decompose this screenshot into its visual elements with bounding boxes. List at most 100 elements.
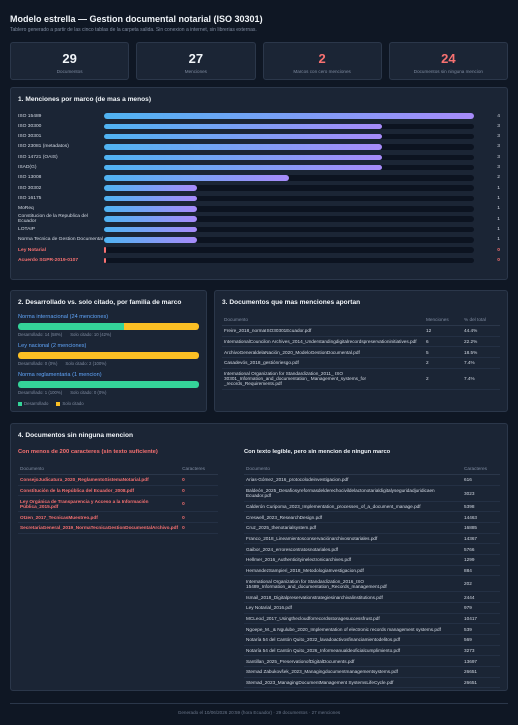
top-docs-panel: 3. Documentos que mas menciones aportan … xyxy=(214,290,508,412)
table-cell: Constitución de la República del Ecuador… xyxy=(18,485,181,497)
table-cell: SecretariaGeneral_2019_NormaTecnicaGesti… xyxy=(18,522,181,534)
stacked-bar xyxy=(18,381,199,388)
bar-row: ISO 14721 (OAIS) 3 xyxy=(18,152,500,162)
bar xyxy=(104,195,197,202)
bar xyxy=(104,133,382,140)
bar-row: ISO 15489 4 xyxy=(18,111,500,121)
bar-row: MoReq 1 xyxy=(18,204,500,214)
stacked-bar xyxy=(18,352,199,359)
table-row: Calderón Curipoma_2023_Implementation_pr… xyxy=(244,501,500,513)
bar-label: LOTAIP xyxy=(18,226,36,232)
table-cell: 5398 xyxy=(462,501,500,513)
family-name: Ley nacional (2 menciones) xyxy=(18,343,87,349)
table-cell: 6 xyxy=(424,336,462,348)
footer: Generado el 10/06/2026 20:59 (hora Ecuad… xyxy=(177,710,341,715)
stacked-bar xyxy=(18,323,199,330)
subtitle: Tablero generado a partir de las cinco t… xyxy=(10,27,257,33)
legend-item: Desarrollado xyxy=(18,401,48,406)
table-row: ConsejoJudicatura_2020_ReglamentoSistema… xyxy=(18,474,218,486)
table-cell: 14367 xyxy=(462,533,500,545)
readable-column: Con texto legible, pero sin mencion de n… xyxy=(244,447,500,689)
table-cell: Franco_2018_Lineamientosconservaciónarch… xyxy=(244,533,462,545)
table-row: Creswell_2023_ResearchDesign.pdf 14463 xyxy=(244,511,500,523)
bar-track xyxy=(104,185,474,191)
table-cell: ArchivoGeneraldelaNación_2020_ModeloGest… xyxy=(222,346,424,359)
bar-label: ISO 30300 xyxy=(18,123,42,129)
kpi-row: 29 Documentos 27 Menciones 2 Marcos con cero … xyxy=(10,42,508,80)
bar-row: ISO 13008 2 xyxy=(18,173,500,183)
table-row: SecretariaGeneral_2019_NormaTecnicaGesti… xyxy=(18,522,218,534)
bar-value: 1 xyxy=(497,206,500,212)
bar-value: 1 xyxy=(497,195,500,201)
bar-row: ISO 30302 1 xyxy=(18,183,500,193)
bar-track xyxy=(104,144,474,150)
table-row: Gaibor_2024_errorescontratosnotariales.p… xyxy=(244,543,500,555)
cited-label: Solo citado: 2 (100%) xyxy=(65,361,107,366)
table-cell: 5766 xyxy=(462,543,500,555)
bar xyxy=(104,206,197,212)
bar-value: 3 xyxy=(497,154,500,160)
table-cell: 569 xyxy=(462,634,500,646)
family-name: Norma internacional (24 menciones) xyxy=(18,314,109,320)
bar-value: 1 xyxy=(497,185,500,191)
table-row: Ngoepe_M._& Ngulube_2020_Implementation … xyxy=(244,623,500,635)
column-header: Menciones xyxy=(424,314,462,326)
family-labels: Desarrollado: 0 (0%) Solo citado: 2 (100%… xyxy=(18,361,199,366)
bar-value: 3 xyxy=(497,144,500,150)
cited-label: Solo citado: 10 (42%) xyxy=(70,332,112,337)
kpi-value: 24 xyxy=(441,51,456,66)
table-row: Constitución de la República del Ecuador… xyxy=(18,485,218,497)
table-cell: Cruz_2025_thenotarialsystem.pdf xyxy=(244,522,462,534)
table-row: Cruz_2025_thenotarialsystem.pdf 16885 xyxy=(244,522,500,534)
bar-value: 0 xyxy=(497,247,500,253)
table-row: Hellmer_2016_Authenticityinelectronicarc… xyxy=(244,554,500,566)
bar-track xyxy=(104,195,474,202)
kpi-value: 29 xyxy=(62,51,77,66)
table-cell: Stemad_2023_ManagingDocumentManagement S… xyxy=(244,677,462,689)
header-row: Documento Caracteres xyxy=(244,463,500,475)
table-cell: 2 xyxy=(424,368,462,390)
table-cell: 884 xyxy=(462,565,500,577)
legend: Desarrollado Solo citado xyxy=(18,401,199,406)
table-cell: InternationalCouncilon Archives_2014_Und… xyxy=(222,336,424,348)
bar-row: Acuerdo SGPR-2019-0107 0 xyxy=(18,255,500,265)
column-header: Documento xyxy=(244,463,462,475)
bar-value: 3 xyxy=(497,123,500,129)
table-cell: 0 xyxy=(180,495,218,513)
legend-swatch xyxy=(18,401,22,406)
column-header: Caracteres xyxy=(462,463,500,475)
table-cell: 3023 xyxy=(462,485,500,502)
table-cell: 0 xyxy=(180,474,218,486)
table-cell: 18.5% xyxy=(462,346,500,359)
bar-track xyxy=(104,247,474,253)
divider xyxy=(10,703,508,704)
short-column: Con menos de 200 caracteres (sin texto s… xyxy=(18,447,218,688)
table-cell: 539 xyxy=(462,623,500,635)
table-cell: Otzen_2017_TecnicasMuestreo.pdf xyxy=(18,511,181,523)
legend-item: Solo citado xyxy=(56,401,84,406)
table-cell: Ngoepe_M._& Ngulube_2020_Implementation … xyxy=(244,623,462,635)
bar-row: ISO 30301 3 xyxy=(18,132,500,142)
bar-label: Norma Tecnica de Gestion Documental xyxy=(18,237,103,243)
bar-value: 4 xyxy=(497,113,500,119)
table-row: Notaría 54 del Cantón Quito_2026_Informe… xyxy=(244,645,500,657)
developed-label: Desarrollado: 14 (58%) xyxy=(18,332,63,337)
bar-label: ISO 13008 xyxy=(18,175,42,181)
cited-label: Solo citado: 0 (0%) xyxy=(70,390,107,395)
bar-label: ISO 14721 (OAIS) xyxy=(18,154,58,160)
table-cell: HernandezSampieri_2018_MetodologiaInvest… xyxy=(244,565,462,577)
bar xyxy=(104,257,106,264)
bar-value: 1 xyxy=(497,216,500,222)
table-cell: Notaría 54 del Cantón Quito_2022_lavadoa… xyxy=(244,634,462,646)
table-cell: 7.4% xyxy=(462,357,500,369)
title: Modelo estrella — Gestion documental not… xyxy=(10,14,263,24)
bar-track xyxy=(104,164,474,171)
table-cell: Baldeón_2025_Desafiosyreformasdelderecho… xyxy=(244,485,462,502)
bar-value: 2 xyxy=(497,175,500,181)
bar-value: 3 xyxy=(497,134,500,140)
kpi-card: 27 Menciones xyxy=(136,42,256,80)
table-row: Stemad_2023_ManagingDocumentManagement S… xyxy=(244,677,500,689)
table-row: ArchivoGeneraldelaNación_2020_ModeloGest… xyxy=(222,346,500,359)
bar-label: ISO 16175 xyxy=(18,195,42,201)
developed-label: Desarrollado: 1 (100%) xyxy=(18,390,63,395)
